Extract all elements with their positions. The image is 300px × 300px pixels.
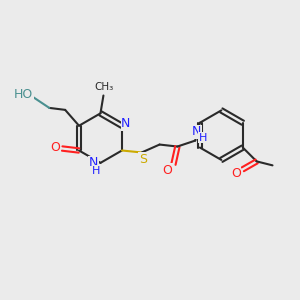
Text: H: H <box>92 166 101 176</box>
Text: S: S <box>139 153 147 166</box>
Text: HO: HO <box>14 88 33 100</box>
Text: N: N <box>191 125 201 138</box>
Text: CH₃: CH₃ <box>95 82 114 92</box>
Text: H: H <box>199 133 207 142</box>
Text: N: N <box>121 117 130 130</box>
Text: O: O <box>231 167 241 180</box>
Text: O: O <box>50 141 60 154</box>
Text: N: N <box>89 156 98 170</box>
Text: O: O <box>163 164 172 177</box>
